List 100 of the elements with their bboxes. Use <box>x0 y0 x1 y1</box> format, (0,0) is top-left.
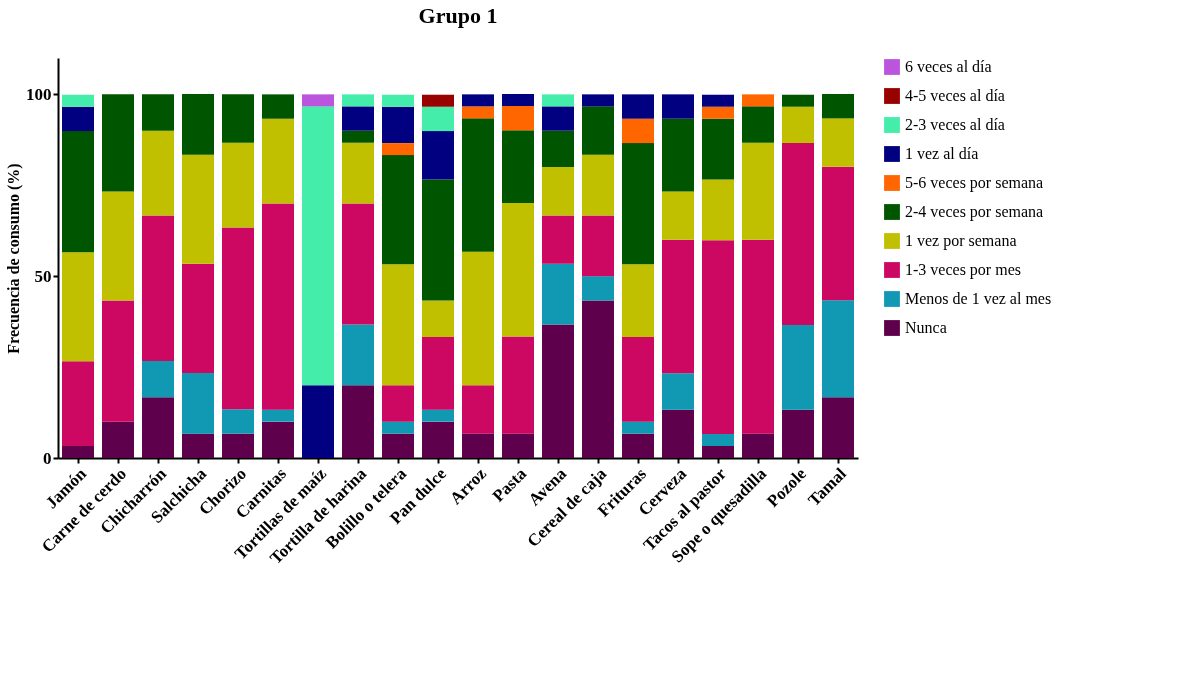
bar <box>222 227 254 410</box>
bar <box>142 215 174 361</box>
bar <box>102 300 134 422</box>
bar <box>822 300 854 398</box>
bar <box>782 324 814 410</box>
bar <box>422 106 454 132</box>
bar <box>182 154 214 264</box>
bar <box>342 324 374 386</box>
bar <box>822 94 854 119</box>
bar <box>742 142 774 240</box>
bar <box>422 179 454 301</box>
bar <box>422 421 454 458</box>
bar <box>702 240 734 434</box>
legend-label: 2-4 veces por semana <box>905 203 1044 221</box>
bar <box>62 94 94 107</box>
bar <box>502 433 534 458</box>
bar <box>382 421 414 434</box>
bar <box>342 130 374 143</box>
bar <box>782 106 814 144</box>
bar <box>662 239 694 374</box>
bar <box>542 94 574 107</box>
bar <box>462 106 494 119</box>
bar <box>742 433 774 458</box>
bar <box>342 106 374 131</box>
bar <box>742 239 774 434</box>
bar <box>382 155 414 265</box>
bar <box>262 118 294 204</box>
bar <box>102 421 134 458</box>
bar <box>182 372 214 434</box>
bar <box>582 94 614 107</box>
y-axis-title: Frecuencia de consumo (%) <box>5 163 23 354</box>
bar <box>582 215 614 277</box>
bar <box>662 409 694 458</box>
bar <box>222 94 254 143</box>
bar <box>582 276 614 301</box>
bar <box>462 251 494 386</box>
bar <box>702 94 734 107</box>
bar <box>742 94 774 107</box>
bar <box>302 94 334 107</box>
bar <box>102 94 134 192</box>
bar <box>702 118 734 180</box>
bar <box>262 409 294 422</box>
bar <box>542 215 574 264</box>
bar <box>502 203 534 337</box>
y-tick-label: 50 <box>34 266 52 286</box>
bar <box>262 94 294 119</box>
bar <box>222 433 254 458</box>
bar <box>142 397 174 458</box>
bar <box>702 106 734 119</box>
bar <box>782 409 814 458</box>
bar <box>502 336 534 434</box>
bar <box>742 106 774 143</box>
bar <box>702 446 734 458</box>
bar <box>62 446 94 458</box>
bar <box>222 142 254 228</box>
bar <box>102 191 134 301</box>
bar <box>502 94 534 106</box>
bar <box>542 167 574 216</box>
legend-label: 6 veces al día <box>905 58 992 75</box>
bar <box>142 130 174 216</box>
bar <box>622 336 654 422</box>
chart-title: Grupo 1 <box>418 3 498 28</box>
bar <box>542 106 574 131</box>
bar <box>502 130 534 204</box>
bar <box>262 203 294 410</box>
legend-label: Menos de 1 vez al mes <box>905 290 1052 307</box>
bar <box>342 142 374 204</box>
bar <box>662 373 694 410</box>
bar <box>582 300 614 458</box>
bar <box>182 263 214 373</box>
bar <box>342 385 374 458</box>
bar <box>382 94 414 107</box>
bar <box>142 94 174 131</box>
bar <box>382 106 414 144</box>
bar <box>622 94 654 119</box>
bar <box>182 433 214 458</box>
bar <box>662 191 694 240</box>
bar <box>62 106 94 132</box>
bar <box>662 118 694 192</box>
bar <box>622 118 654 144</box>
bar <box>582 106 614 155</box>
bar <box>542 130 574 168</box>
bar <box>382 433 414 458</box>
bar <box>502 106 534 131</box>
bar <box>62 252 94 362</box>
bar <box>142 360 174 398</box>
bar <box>62 361 94 446</box>
bar <box>62 131 94 253</box>
legend-label: 1-3 veces por mes <box>905 261 1021 279</box>
bar <box>422 94 454 107</box>
bar <box>622 433 654 458</box>
y-tick-label: 0 <box>43 448 52 468</box>
bar <box>822 397 854 458</box>
bar <box>422 409 454 422</box>
bar <box>702 434 734 446</box>
bar <box>262 421 294 458</box>
bar <box>622 143 654 265</box>
bar <box>462 433 494 458</box>
bar <box>462 94 494 107</box>
bar <box>782 143 814 325</box>
